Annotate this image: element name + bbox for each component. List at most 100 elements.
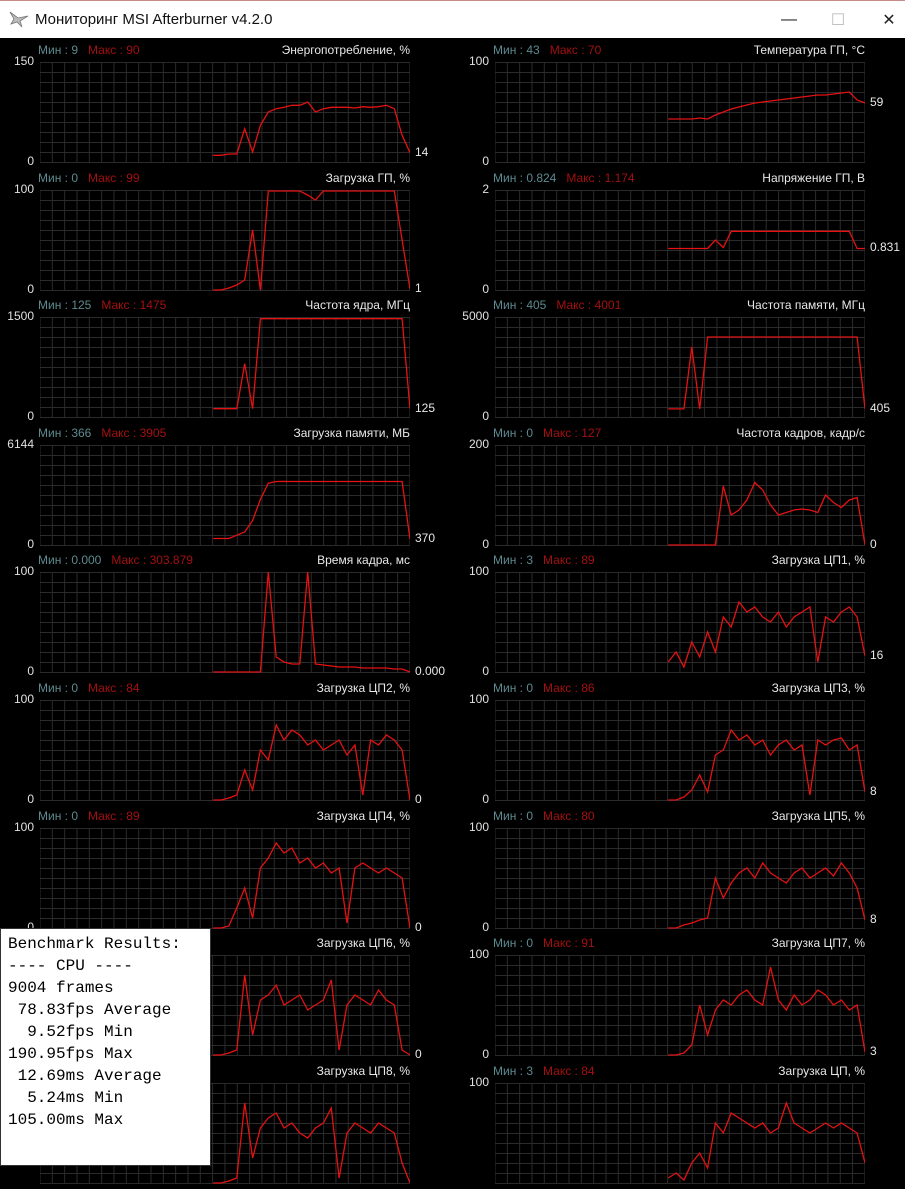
max-value: 91 bbox=[581, 936, 595, 951]
graph-panel[interactable]: Мин : 0 Макс : 80 Загрузка ЦП5, % 100 0 8 bbox=[455, 806, 905, 934]
max-prefix: Макс : bbox=[556, 298, 595, 313]
y-axis-min-label: 0 bbox=[27, 281, 34, 296]
max-value-label: Макс : 127 bbox=[543, 426, 601, 440]
graph-panel[interactable]: Мин : 405 Макс : 4001 Частота памяти, МГц 5… bbox=[455, 295, 905, 423]
graph-trace bbox=[213, 189, 410, 291]
graph-panel[interactable]: Мин : 0 Макс : 89 Загрузка ЦП4, % 100 0 0 bbox=[0, 806, 452, 934]
max-prefix: Макс : bbox=[101, 298, 140, 313]
y-axis-max-label: 100 bbox=[468, 1074, 489, 1089]
max-value: 89 bbox=[126, 808, 140, 823]
min-value: 0 bbox=[71, 170, 79, 185]
graph-panel[interactable]: Мин : 3 Макс : 89 Загрузка ЦП1, % 100 0 16 bbox=[455, 550, 905, 678]
graph-panel[interactable]: Мин : 366 Макс : 3905 Загрузка памяти, МБ 6… bbox=[0, 423, 452, 551]
max-value: 1.174 bbox=[604, 170, 635, 185]
minimize-icon: — bbox=[781, 10, 797, 28]
graph-trace bbox=[213, 318, 410, 410]
max-value-label: Макс : 1.174 bbox=[566, 171, 634, 185]
max-value: 127 bbox=[581, 425, 602, 440]
graph-panel[interactable]: Мин : 0.824 Макс : 1.174 Напряжение ГП, В 2… bbox=[455, 168, 905, 296]
graph-title: Загрузка ЦП1, % bbox=[771, 553, 865, 568]
y-axis-max-label: 100 bbox=[13, 181, 34, 196]
y-axis-max-label: 100 bbox=[468, 692, 489, 706]
min-value-label: Мин : 0 Макс : 99 bbox=[38, 171, 140, 185]
min-value: 0.000 bbox=[71, 553, 102, 568]
graph-panel[interactable]: Мин : 0 Макс : 86 Загрузка ЦП3, % 100 0 8 bbox=[455, 678, 905, 806]
benchmark-line: 105.00ms Max bbox=[8, 1111, 124, 1129]
graph-panel[interactable]: Мин : 9 Макс : 90 Энергопотребление, % 150 0… bbox=[0, 40, 452, 168]
graph-plot bbox=[40, 189, 410, 291]
graph-trace bbox=[667, 601, 865, 670]
y-axis-min-label: 0 bbox=[482, 919, 489, 934]
max-prefix: Макс : bbox=[88, 808, 127, 823]
y-axis-max-label: 2 bbox=[482, 181, 489, 196]
y-axis-min-label: 0 bbox=[482, 1047, 489, 1062]
graph-panel[interactable]: Мин : 3 Макс : 84 Загрузка ЦП, % 100 bbox=[455, 1061, 905, 1189]
min-prefix: Мин : bbox=[493, 1063, 527, 1078]
min-value-label: Мин : 125 Макс : 1475 bbox=[38, 298, 166, 312]
max-value-label: Макс : 86 bbox=[543, 681, 595, 695]
title-bar[interactable]: Мониторинг MSI Afterburner v4.2.0 — ☐ ✕ bbox=[0, 0, 905, 38]
graph-panel[interactable]: Мин : 125 Макс : 1475 Частота ядра, МГц 150… bbox=[0, 295, 452, 423]
min-value: 3 bbox=[526, 1063, 534, 1078]
min-value: 0 bbox=[71, 681, 79, 695]
max-value: 80 bbox=[581, 808, 595, 823]
y-axis-min-label: 0 bbox=[27, 664, 34, 679]
y-axis-max-label: 150 bbox=[13, 54, 34, 68]
min-value-label: Мин : 43 Макс : 70 bbox=[493, 43, 601, 57]
max-value-label: Макс : 4001 bbox=[556, 298, 621, 312]
y-axis-max-label: 1500 bbox=[7, 309, 34, 324]
min-value-label: Мин : 3 Макс : 89 bbox=[493, 553, 595, 567]
min-prefix: Мин : bbox=[493, 425, 527, 440]
max-value-label: Макс : 90 bbox=[88, 43, 140, 57]
graph-panel[interactable]: Мин : 0 Макс : 91 Загрузка ЦП7, % 100 0 3 bbox=[455, 933, 905, 1061]
benchmark-line: 190.95fps Max bbox=[8, 1045, 133, 1063]
min-prefix: Мин : bbox=[493, 808, 527, 823]
min-value-label: Мин : 405 Макс : 4001 bbox=[493, 298, 621, 312]
min-value-label: Мин : 0.000 Макс : 303.879 bbox=[38, 553, 193, 567]
current-value-label: 370 bbox=[415, 530, 436, 545]
max-value: 84 bbox=[126, 681, 140, 695]
current-value-label: 14 bbox=[415, 144, 429, 159]
window-title: Мониторинг MSI Afterburner v4.2.0 bbox=[35, 11, 273, 28]
max-prefix: Макс : bbox=[549, 43, 588, 57]
maximize-button[interactable]: ☐ bbox=[815, 1, 861, 38]
max-value: 4001 bbox=[594, 298, 622, 313]
y-axis-min-label: 0 bbox=[27, 919, 34, 934]
graph-plot bbox=[495, 189, 865, 291]
graph-trace bbox=[213, 480, 410, 539]
y-axis-min-label: 0 bbox=[27, 409, 34, 424]
min-value-label: Мин : 0 Макс : 84 bbox=[38, 681, 140, 695]
current-value-label: 0.831 bbox=[870, 240, 901, 255]
min-value: 125 bbox=[71, 298, 92, 313]
graph-trace bbox=[668, 336, 865, 410]
graph-panel[interactable]: Мин : 0 Макс : 84 Загрузка ЦП2, % 100 0 0 bbox=[0, 678, 452, 806]
minimize-button[interactable]: — bbox=[766, 1, 812, 38]
current-value-label: 59 bbox=[870, 95, 884, 109]
graph-trace bbox=[213, 841, 410, 929]
graph-panel[interactable]: Мин : 43 Макс : 70 Температура ГП, °C 100 0 5… bbox=[455, 40, 905, 168]
graph-title: Температура ГП, °C bbox=[753, 43, 865, 57]
max-value: 89 bbox=[581, 553, 595, 568]
min-prefix: Мин : bbox=[493, 681, 527, 695]
close-button[interactable]: ✕ bbox=[866, 1, 905, 38]
current-value-label: 125 bbox=[415, 400, 436, 415]
graph-panel[interactable]: Мин : 0 Макс : 127 Частота кадров, кадр/с 2… bbox=[455, 423, 905, 551]
graph-trace bbox=[213, 723, 410, 801]
min-value-label: Мин : 366 Макс : 3905 bbox=[38, 426, 166, 440]
min-prefix: Мин : bbox=[38, 298, 72, 313]
graph-title: Время кадра, мс bbox=[317, 553, 410, 568]
min-value-label: Мин : 0.824 Макс : 1.174 bbox=[493, 171, 635, 185]
benchmark-line: 78.83fps Average bbox=[8, 1001, 172, 1019]
graph-panel[interactable]: Мин : 0 Макс : 99 Загрузка ГП, % 100 0 1 bbox=[0, 168, 452, 296]
max-value: 86 bbox=[581, 681, 595, 695]
min-value-label: Мин : 9 Макс : 90 bbox=[38, 43, 140, 57]
graph-panel[interactable]: Мин : 0.000 Макс : 303.879 Время кадра, мс… bbox=[0, 550, 452, 678]
y-axis-max-label: 200 bbox=[468, 436, 489, 451]
graph-trace bbox=[668, 230, 865, 249]
max-value-label: Макс : 89 bbox=[88, 809, 140, 823]
y-axis-max-label: 5000 bbox=[462, 309, 489, 324]
graph-plot bbox=[40, 572, 410, 674]
graph-title: Энергопотребление, % bbox=[281, 43, 410, 57]
max-value: 3905 bbox=[139, 425, 167, 440]
max-value-label: Макс : 89 bbox=[543, 553, 595, 567]
